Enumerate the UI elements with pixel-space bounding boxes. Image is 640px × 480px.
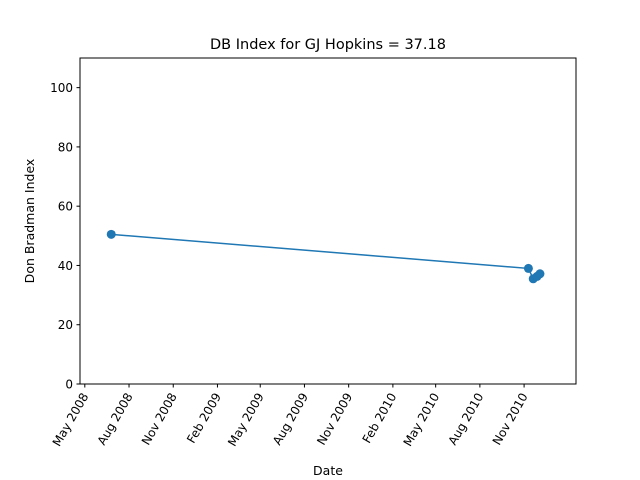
series-layer (106, 229, 545, 284)
y-tick-label: 20 (58, 318, 73, 332)
chart-title: DB Index for GJ Hopkins = 37.18 (210, 37, 446, 53)
x-tick-label: Feb 2009 (184, 391, 224, 446)
x-tick-label: Feb 2010 (360, 391, 400, 446)
plot-frame (79, 57, 577, 385)
x-tick-label: May 2010 (401, 391, 443, 449)
x-tick-label: Aug 2009 (270, 391, 311, 448)
x-tick-label: Aug 2010 (445, 391, 486, 448)
x-axis-label: Date (313, 463, 343, 478)
y-tick-label: 60 (58, 200, 73, 214)
y-axis-label: Don Bradman Index (22, 159, 37, 284)
y-tick-label: 80 (58, 140, 73, 154)
x-axis-ticks: May 2008 Aug 2008 Nov 2008 Feb 2009 May 2009… (50, 384, 531, 449)
data-point (535, 269, 545, 279)
data-point (523, 263, 533, 273)
x-tick-label: Aug 2008 (95, 391, 136, 448)
x-tick-label: Nov 2008 (139, 391, 180, 448)
x-tick-label: May 2009 (225, 391, 267, 449)
y-tick-label: 100 (50, 81, 73, 95)
x-tick-label: Nov 2009 (314, 391, 355, 448)
x-tick-label: Nov 2010 (490, 391, 531, 448)
x-tick-label: May 2008 (50, 391, 92, 449)
data-point (106, 229, 116, 239)
y-tick-label: 40 (58, 259, 73, 273)
plot-background (80, 58, 576, 384)
y-axis-ticks: 0 20 40 60 80 100 (50, 81, 80, 392)
y-tick-label: 0 (65, 378, 73, 392)
